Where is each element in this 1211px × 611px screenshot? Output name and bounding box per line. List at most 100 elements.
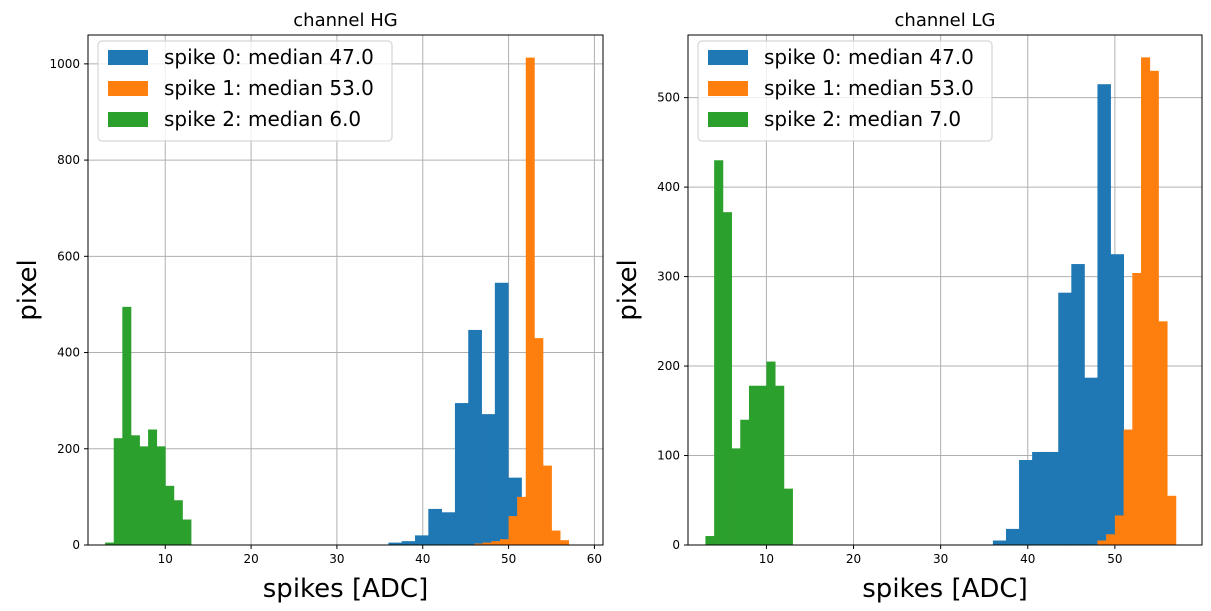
series-0 — [388, 282, 522, 545]
y-tick-label: 100 — [657, 449, 680, 463]
histogram-bar — [1114, 515, 1124, 545]
axes-frame — [87, 34, 604, 546]
legend-swatch — [108, 50, 148, 65]
histogram-bar — [992, 540, 1007, 545]
histogram-bar — [731, 448, 741, 545]
histogram-bar — [482, 542, 492, 545]
histogram-bar — [1106, 534, 1116, 545]
x-tick-label: 10 — [759, 552, 774, 566]
histogram-bar — [1084, 377, 1098, 545]
histogram-bar — [401, 541, 416, 545]
histogram-bar — [517, 496, 527, 545]
y-tick-label: 400 — [57, 346, 80, 360]
x-tick-label: 40 — [1020, 552, 1035, 566]
x-tick-label: 60 — [587, 552, 602, 566]
series-0 — [992, 84, 1124, 546]
histogram-bar — [415, 535, 429, 545]
histogram-bar — [113, 438, 123, 545]
series-2 — [705, 160, 793, 545]
histogram-bar — [122, 306, 132, 545]
legend-swatch — [108, 81, 148, 96]
histogram-bar — [1032, 451, 1046, 545]
y-tick-label: 400 — [657, 180, 680, 194]
x-axis-label: spikes [ADC] — [263, 574, 428, 604]
legend-box — [97, 40, 393, 142]
histogram-bar — [173, 500, 183, 545]
histogram-bar — [551, 530, 561, 545]
histogram-bar — [1110, 254, 1124, 546]
histogram-bar — [494, 282, 509, 545]
histogram-bar — [1167, 495, 1177, 545]
chart-title: channel LG — [895, 10, 996, 31]
histogram-bar — [1123, 429, 1133, 545]
histogram-bar — [441, 512, 456, 545]
histogram-bar — [722, 212, 732, 545]
x-tick-label: 10 — [158, 552, 173, 566]
y-tick-label: 800 — [57, 153, 80, 167]
histogram-bar — [508, 516, 518, 545]
x-tick-label: 50 — [501, 552, 516, 566]
y-tick-label: 500 — [657, 91, 680, 105]
legend-label: spike 1: median 53.0 — [164, 76, 374, 100]
histogram-bar — [1058, 292, 1072, 545]
histogram-bar — [474, 543, 484, 545]
legend-swatch — [708, 81, 748, 96]
x-tick-label: 30 — [329, 552, 344, 566]
histogram-bar — [1097, 84, 1111, 546]
histogram-bar — [1045, 451, 1059, 545]
legend-swatch — [708, 50, 748, 65]
legend-label: spike 2: median 6.0 — [164, 107, 361, 131]
series-2 — [105, 306, 192, 545]
y-tick-label: 0 — [672, 538, 680, 552]
histogram-bar — [542, 465, 552, 545]
histogram-bar — [388, 542, 403, 545]
histogram-bar — [748, 385, 759, 545]
histogram-bar — [705, 536, 715, 545]
histogram-bar — [500, 539, 509, 545]
y-axis-label: pixel — [613, 259, 643, 321]
histogram-bar — [468, 329, 482, 545]
histogram-bar — [783, 488, 793, 545]
legend-box — [697, 40, 993, 142]
x-axis-label: spikes [ADC] — [862, 574, 1027, 604]
histogram-bar — [766, 361, 776, 545]
histogram-bar — [491, 541, 501, 545]
y-tick-label: 300 — [657, 270, 680, 284]
histogram-bar — [1132, 273, 1142, 545]
legend-label: spike 0: median 47.0 — [764, 45, 974, 69]
histogram-bar — [454, 403, 469, 545]
y-tick-label: 0 — [72, 538, 80, 552]
histogram-bar — [525, 57, 535, 545]
histogram-bar — [165, 485, 175, 545]
histogram-bar — [1071, 264, 1085, 545]
histogram-bar — [1019, 460, 1033, 545]
chart-title: channel HG — [293, 10, 397, 31]
legend-label: spike 0: median 47.0 — [164, 45, 374, 69]
histogram-bar — [1005, 528, 1020, 545]
series-1 — [474, 57, 570, 545]
histogram-bar — [428, 508, 443, 545]
x-tick-label: 20 — [243, 552, 258, 566]
legend-label: spike 1: median 53.0 — [764, 76, 974, 100]
histogram-bar — [1149, 70, 1159, 545]
histogram-bar — [775, 385, 785, 545]
histogram-bar — [1158, 321, 1168, 545]
histogram-bar — [1141, 57, 1151, 546]
histogram-bar — [139, 446, 149, 545]
histogram-bar — [1097, 540, 1107, 545]
x-tick-label: 40 — [415, 552, 430, 566]
axes-frame — [687, 34, 1203, 546]
legend: spike 0: median 47.0 spike 1: median 53.0… — [697, 40, 993, 142]
legend-swatch — [108, 112, 148, 127]
x-tick-label: 20 — [846, 552, 861, 566]
histogram-bar — [156, 446, 166, 545]
histogram-bar — [560, 540, 570, 545]
legend-swatch — [708, 112, 748, 127]
y-tick-label: 200 — [657, 359, 680, 373]
legend-label: spike 2: median 7.0 — [764, 107, 961, 131]
y-tick-label: 1000 — [49, 57, 80, 71]
series-1 — [1097, 57, 1177, 546]
